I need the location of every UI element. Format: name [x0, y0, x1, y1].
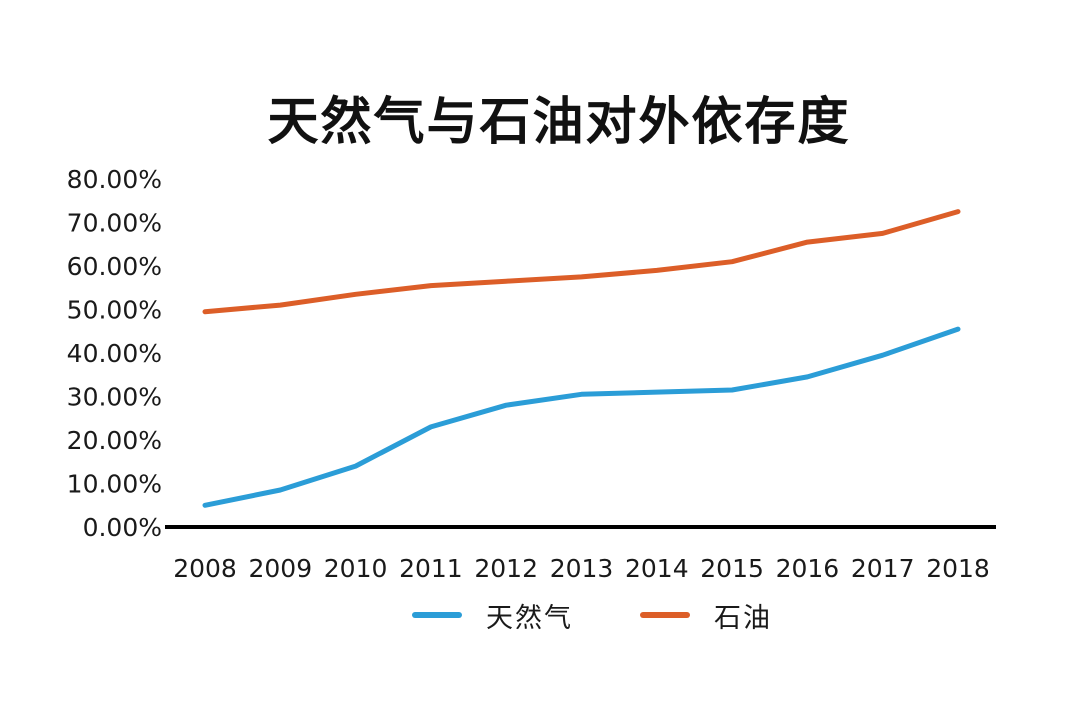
y-tick-label: 40.00% [67, 339, 162, 368]
x-tick-label: 2015 [700, 554, 764, 583]
series-line-0 [202, 326, 961, 508]
y-tick-label: 50.00% [67, 296, 162, 325]
y-tick-label: 0.00% [83, 513, 162, 542]
x-tick-label: 2011 [399, 554, 463, 583]
legend-label-oil: 石油 [714, 602, 772, 634]
series-line-1 [202, 209, 961, 315]
y-tick-label: 80.00% [67, 165, 162, 194]
y-tick-label: 10.00% [67, 470, 162, 499]
x-tick-label: 2010 [324, 554, 388, 583]
x-tick-label: 2009 [248, 554, 312, 583]
x-tick-label: 2013 [550, 554, 614, 583]
legend-swatch-oil-icon [640, 612, 690, 618]
y-tick-label: 70.00% [67, 209, 162, 238]
x-tick-label: 2016 [776, 554, 840, 583]
x-tick-label: 2018 [926, 554, 990, 583]
y-tick-label: 30.00% [67, 383, 162, 412]
legend-item-gas: 天然气 [412, 597, 573, 634]
x-tick-label: 2008 [173, 554, 237, 583]
legend-label-gas: 天然气 [486, 602, 573, 634]
chart-title: 天然气与石油对外依存度 [267, 93, 851, 152]
legend-item-oil: 石油 [640, 597, 772, 634]
y-tick-label: 60.00% [67, 252, 162, 281]
x-tick-label: 2017 [851, 554, 915, 583]
legend-swatch-gas-icon [412, 612, 462, 618]
x-tick-label: 2012 [474, 554, 538, 583]
x-tick-label: 2014 [625, 554, 689, 583]
y-tick-label: 20.00% [67, 426, 162, 455]
